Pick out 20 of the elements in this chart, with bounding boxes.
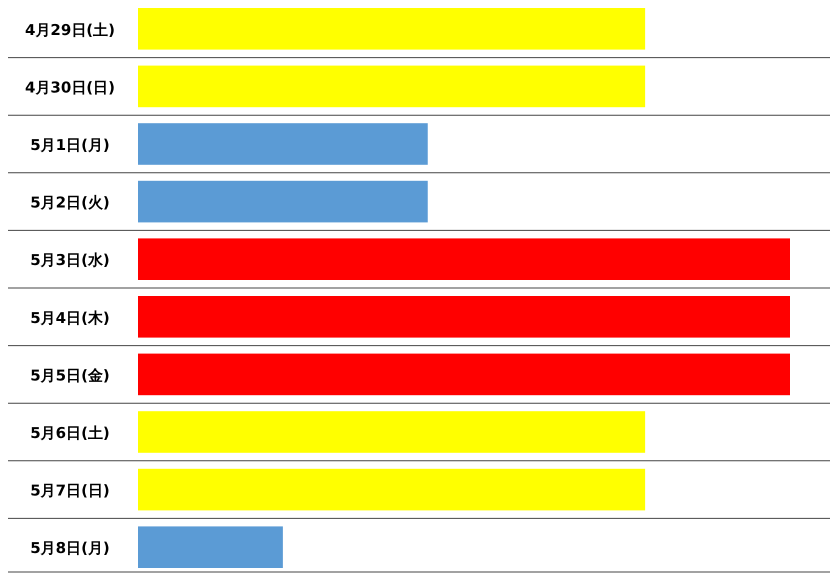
bar [138, 296, 790, 338]
y-tick-label: 5月5日(金) [30, 366, 110, 384]
bar [138, 238, 790, 280]
bar [138, 354, 790, 396]
bar [138, 8, 646, 50]
y-tick-label: 5月2日(火) [30, 194, 110, 212]
bar [138, 123, 428, 165]
y-tick-label: 5月6日(土) [30, 424, 110, 442]
y-tick-label: 4月30日(日) [24, 78, 116, 96]
bar [138, 66, 646, 108]
bar [138, 526, 283, 568]
y-tick-label: 5月1日(月) [30, 136, 110, 154]
bar [138, 411, 646, 453]
y-tick-label: 5月8日(月) [30, 539, 110, 558]
y-tick-label: 5月3日(水) [30, 251, 110, 270]
y-tick-label: 4月29日(土) [24, 20, 116, 39]
bar [138, 468, 646, 510]
bar [138, 180, 428, 222]
y-tick-label: 5月4日(木) [30, 308, 110, 327]
y-tick-label: 5月7日(日) [30, 482, 110, 500]
